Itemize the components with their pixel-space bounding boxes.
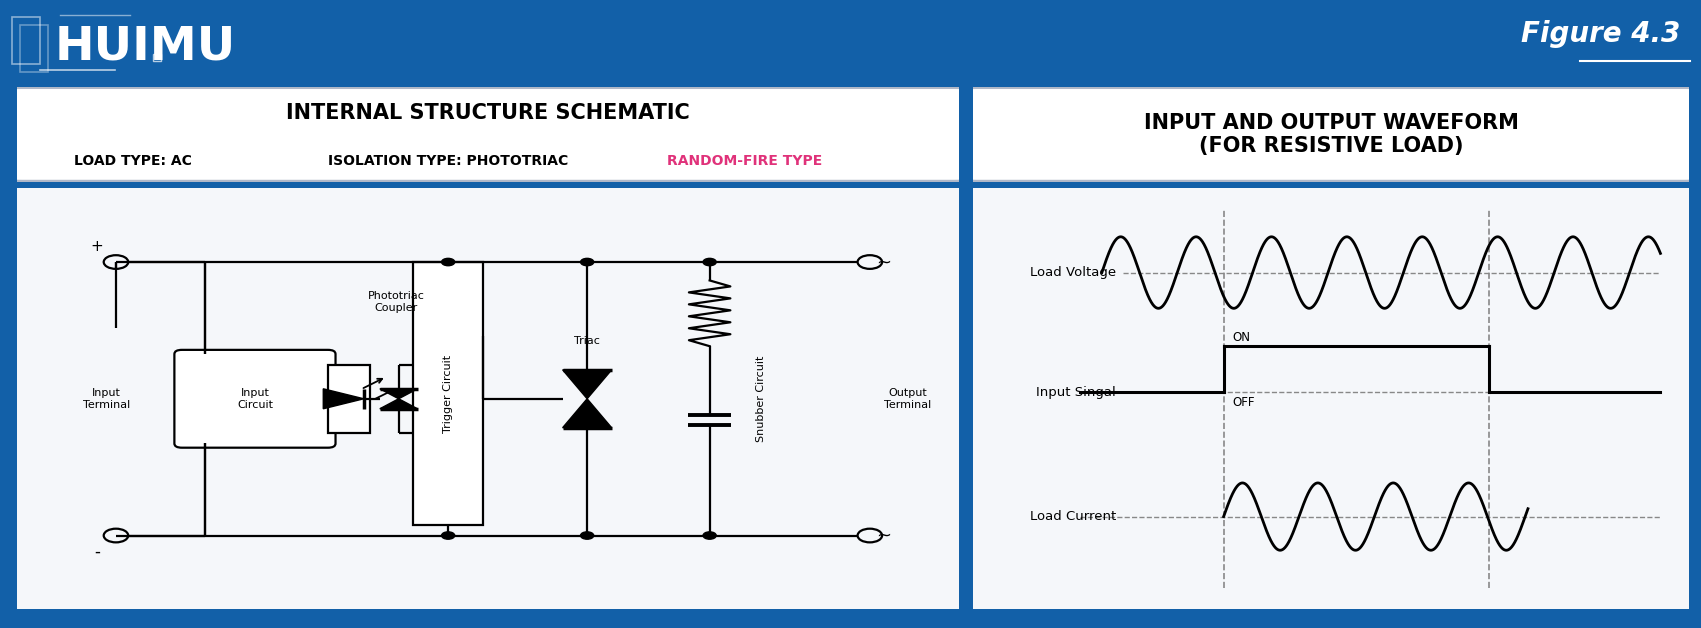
Text: ~: ~ — [876, 526, 891, 544]
Polygon shape — [379, 399, 417, 409]
Text: RANDOM-FIRE TYPE: RANDOM-FIRE TYPE — [667, 154, 823, 168]
Text: ON: ON — [1232, 331, 1250, 344]
Circle shape — [442, 532, 454, 539]
Text: INTERNAL STRUCTURE SCHEMATIC: INTERNAL STRUCTURE SCHEMATIC — [286, 104, 691, 123]
Polygon shape — [379, 389, 417, 399]
Polygon shape — [563, 370, 612, 399]
FancyBboxPatch shape — [12, 88, 964, 181]
Circle shape — [442, 258, 454, 266]
Text: Load Voltage: Load Voltage — [1031, 266, 1116, 279]
FancyBboxPatch shape — [966, 184, 1696, 614]
Text: LOAD TYPE: AC: LOAD TYPE: AC — [73, 154, 192, 168]
Bar — [413, 262, 483, 525]
Text: ISOLATION TYPE: PHOTOTRIAC: ISOLATION TYPE: PHOTOTRIAC — [328, 154, 568, 168]
Bar — [12, 17, 41, 63]
Text: Snubber Circuit: Snubber Circuit — [757, 355, 767, 442]
FancyBboxPatch shape — [175, 350, 335, 448]
Bar — [153, 54, 162, 61]
Text: Trigger Circuit: Trigger Circuit — [444, 354, 452, 433]
FancyBboxPatch shape — [7, 184, 970, 614]
Polygon shape — [323, 389, 364, 409]
Text: OFF: OFF — [1232, 396, 1255, 409]
Text: Load Current: Load Current — [1029, 510, 1116, 523]
Circle shape — [703, 532, 716, 539]
Bar — [328, 365, 371, 433]
Text: INPUT AND OUTPUT WAVEFORM
(FOR RESISTIVE LOAD): INPUT AND OUTPUT WAVEFORM (FOR RESISTIVE… — [1143, 113, 1519, 156]
Text: ~: ~ — [876, 253, 891, 271]
Text: Input Singal: Input Singal — [1036, 386, 1116, 399]
Text: Input
Terminal: Input Terminal — [83, 388, 131, 409]
Text: Input
Circuit: Input Circuit — [236, 388, 272, 409]
Text: -: - — [94, 543, 100, 560]
Text: Figure 4.3: Figure 4.3 — [1521, 20, 1681, 48]
FancyBboxPatch shape — [970, 88, 1692, 181]
Text: Phototriac
Coupler: Phototriac Coupler — [367, 291, 425, 313]
Circle shape — [703, 258, 716, 266]
Polygon shape — [563, 399, 612, 428]
Text: +: + — [90, 239, 104, 254]
Circle shape — [580, 532, 594, 539]
Text: Triac: Triac — [575, 336, 600, 346]
Circle shape — [580, 258, 594, 266]
Text: Output
Terminal: Output Terminal — [885, 388, 930, 409]
Bar — [20, 25, 48, 72]
Text: HUIMU: HUIMU — [54, 24, 236, 69]
